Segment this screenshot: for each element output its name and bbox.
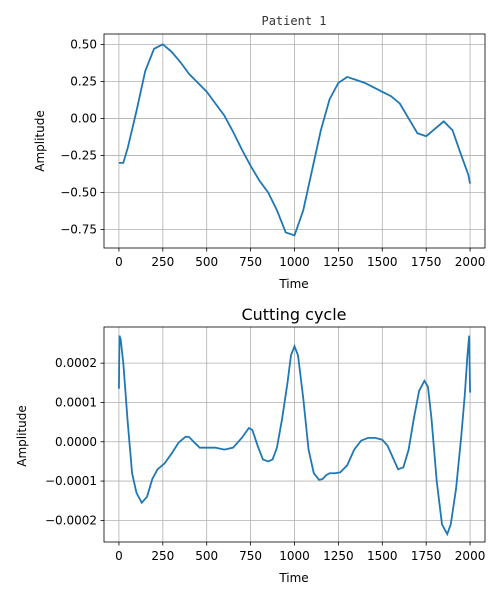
x-tick-label: 0 xyxy=(115,549,123,563)
chart-top-xticks: 0 250 500 750 1000 1250 1500 1750 2000 xyxy=(115,248,485,269)
chart-top-ylabel: Amplitude xyxy=(33,110,47,172)
x-tick-label: 250 xyxy=(151,255,174,269)
x-tick-label: 500 xyxy=(195,549,218,563)
chart-top-yticks: −0.75 −0.50 −0.25 0.00 0.25 0.50 xyxy=(60,37,104,236)
chart-bottom-series-line xyxy=(118,335,471,537)
chart-top-title: Patient 1 xyxy=(261,14,326,28)
x-tick-label: 1250 xyxy=(323,255,354,269)
x-tick-label: 500 xyxy=(195,255,218,269)
x-tick-label: 2000 xyxy=(455,549,486,563)
y-tick-label: −0.50 xyxy=(60,185,97,199)
chart-bottom-grid xyxy=(104,327,485,542)
chart-bottom-title: Cutting cycle xyxy=(241,305,346,324)
chart-top-series-line xyxy=(118,43,471,237)
y-tick-label: 0.0001 xyxy=(55,395,97,409)
chart-bottom-ylabel: Amplitude xyxy=(15,405,29,467)
x-tick-label: 1500 xyxy=(367,549,398,563)
x-tick-label: 1250 xyxy=(323,549,354,563)
y-tick-label: −0.75 xyxy=(60,222,97,236)
x-tick-label: 2000 xyxy=(455,255,486,269)
x-tick-label: 0 xyxy=(115,255,123,269)
x-tick-label: 750 xyxy=(239,255,262,269)
chart-bottom-xlabel: Time xyxy=(278,571,308,585)
x-tick-label: 1500 xyxy=(367,255,398,269)
x-tick-label: 1000 xyxy=(279,549,310,563)
chart-bottom-xticks: 0 250 500 750 1000 1250 1500 1750 2000 xyxy=(115,542,485,563)
chart-top-grid xyxy=(104,34,485,248)
chart-top-xlabel: Time xyxy=(278,277,308,291)
y-tick-label: 0.0002 xyxy=(55,356,97,370)
x-tick-label: 250 xyxy=(151,549,174,563)
x-tick-label: 1750 xyxy=(411,549,442,563)
chart-bottom-yticks: −0.0002 −0.0001 0.0000 0.0001 0.0002 xyxy=(45,356,104,527)
x-tick-label: 1000 xyxy=(279,255,310,269)
y-tick-label: 0.0000 xyxy=(55,435,97,449)
x-tick-label: 1750 xyxy=(411,255,442,269)
chart-top: 0 250 500 750 1000 1250 1500 1750 2000 −0.75 −0.5… xyxy=(33,14,486,291)
chart-bottom: 0 250 500 750 1000 1250 1500 1750 2000 −0.0002−0… xyxy=(15,305,486,585)
y-tick-label: 0.50 xyxy=(70,37,97,51)
y-tick-label: −0.0002 xyxy=(45,513,97,527)
y-tick-label: −0.25 xyxy=(60,148,97,162)
y-tick-label: 0.00 xyxy=(70,111,97,125)
y-tick-label: 0.25 xyxy=(70,74,97,88)
y-tick-label: −0.0001 xyxy=(45,474,97,488)
x-tick-label: 750 xyxy=(239,549,262,563)
